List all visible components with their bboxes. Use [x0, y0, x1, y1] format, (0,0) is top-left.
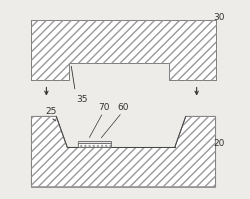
Text: 70: 70 [98, 103, 110, 112]
Polygon shape [32, 116, 216, 187]
Text: 35: 35 [76, 95, 88, 103]
Text: 30: 30 [214, 13, 225, 22]
Bar [78, 141, 111, 143]
Bar [78, 143, 111, 147]
Polygon shape [32, 20, 216, 80]
Text: 20: 20 [214, 139, 225, 148]
Polygon shape [56, 116, 186, 147]
Text: 60: 60 [117, 103, 129, 112]
Text: 25: 25 [46, 107, 57, 116]
Bar [78, 143, 111, 147]
